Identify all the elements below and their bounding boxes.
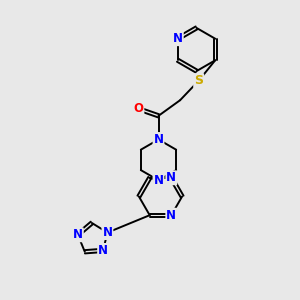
Text: N: N [98,244,108,257]
Text: N: N [154,133,164,146]
Text: N: N [73,228,83,241]
Text: N: N [173,32,183,45]
Text: N: N [102,226,112,239]
Text: N: N [166,209,176,222]
Text: O: O [134,102,143,116]
Text: N: N [166,171,176,184]
Text: S: S [194,74,203,87]
Text: N: N [154,174,164,187]
